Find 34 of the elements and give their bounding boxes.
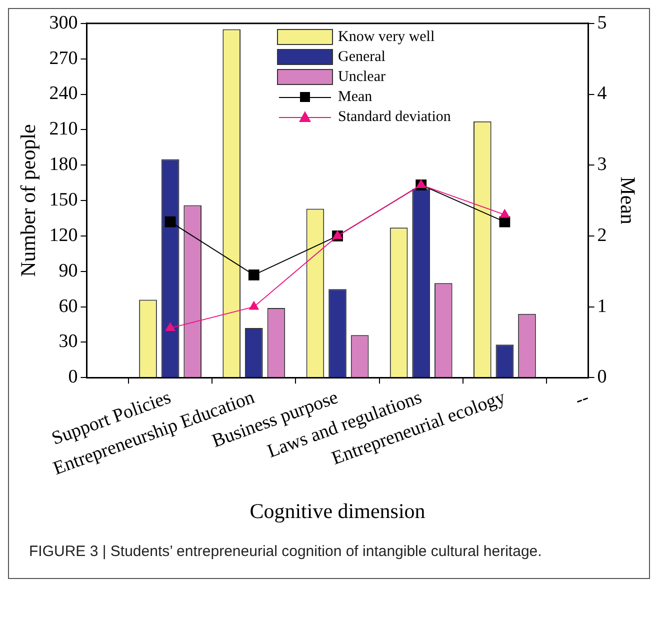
point (165, 322, 176, 332)
y-axis-title: Number of people (16, 124, 40, 277)
y2-tick-label: 4 (597, 83, 608, 104)
point (416, 179, 426, 188)
y2-tick-label: 5 (597, 12, 607, 34)
y-tick-label: 210 (49, 118, 78, 140)
x-tick-label: -- (572, 387, 592, 412)
y2-tick-label: 1 (597, 296, 607, 317)
point (500, 209, 510, 218)
caption: FIGURE 3 | Students’ entrepreneurial cognition of intangible cultural heritage. (28, 542, 543, 562)
y2-axis-title: Mean (616, 176, 640, 225)
legend-label: General (338, 48, 386, 66)
y-tick-label: 90 (58, 260, 78, 282)
y2-tick-label: 3 (597, 154, 607, 176)
legend-label: Standard deviation (338, 108, 451, 126)
legend-label: Mean (338, 88, 372, 106)
y-tick-label: 300 (49, 12, 78, 34)
y-tick-label: 150 (49, 190, 78, 211)
y-tick-label: 270 (49, 48, 78, 69)
y2-tick-label: 2 (597, 224, 607, 246)
y-tick-label: 30 (58, 331, 78, 352)
y-tick-label: 180 (49, 154, 78, 176)
y2-tick-label: 0 (597, 366, 607, 388)
legend-label: Know very well (338, 28, 435, 46)
point (248, 269, 260, 280)
point (332, 230, 342, 239)
legend-label: Unclear (338, 68, 386, 86)
y-tick-label: 60 (58, 296, 78, 317)
y-tick-label: 240 (49, 83, 78, 104)
point (249, 301, 259, 310)
point (164, 216, 176, 228)
x-axis-title: Cognitive dimension (250, 498, 426, 523)
y-tick-label: 120 (49, 224, 78, 246)
y-tick-label: 0 (68, 366, 78, 388)
